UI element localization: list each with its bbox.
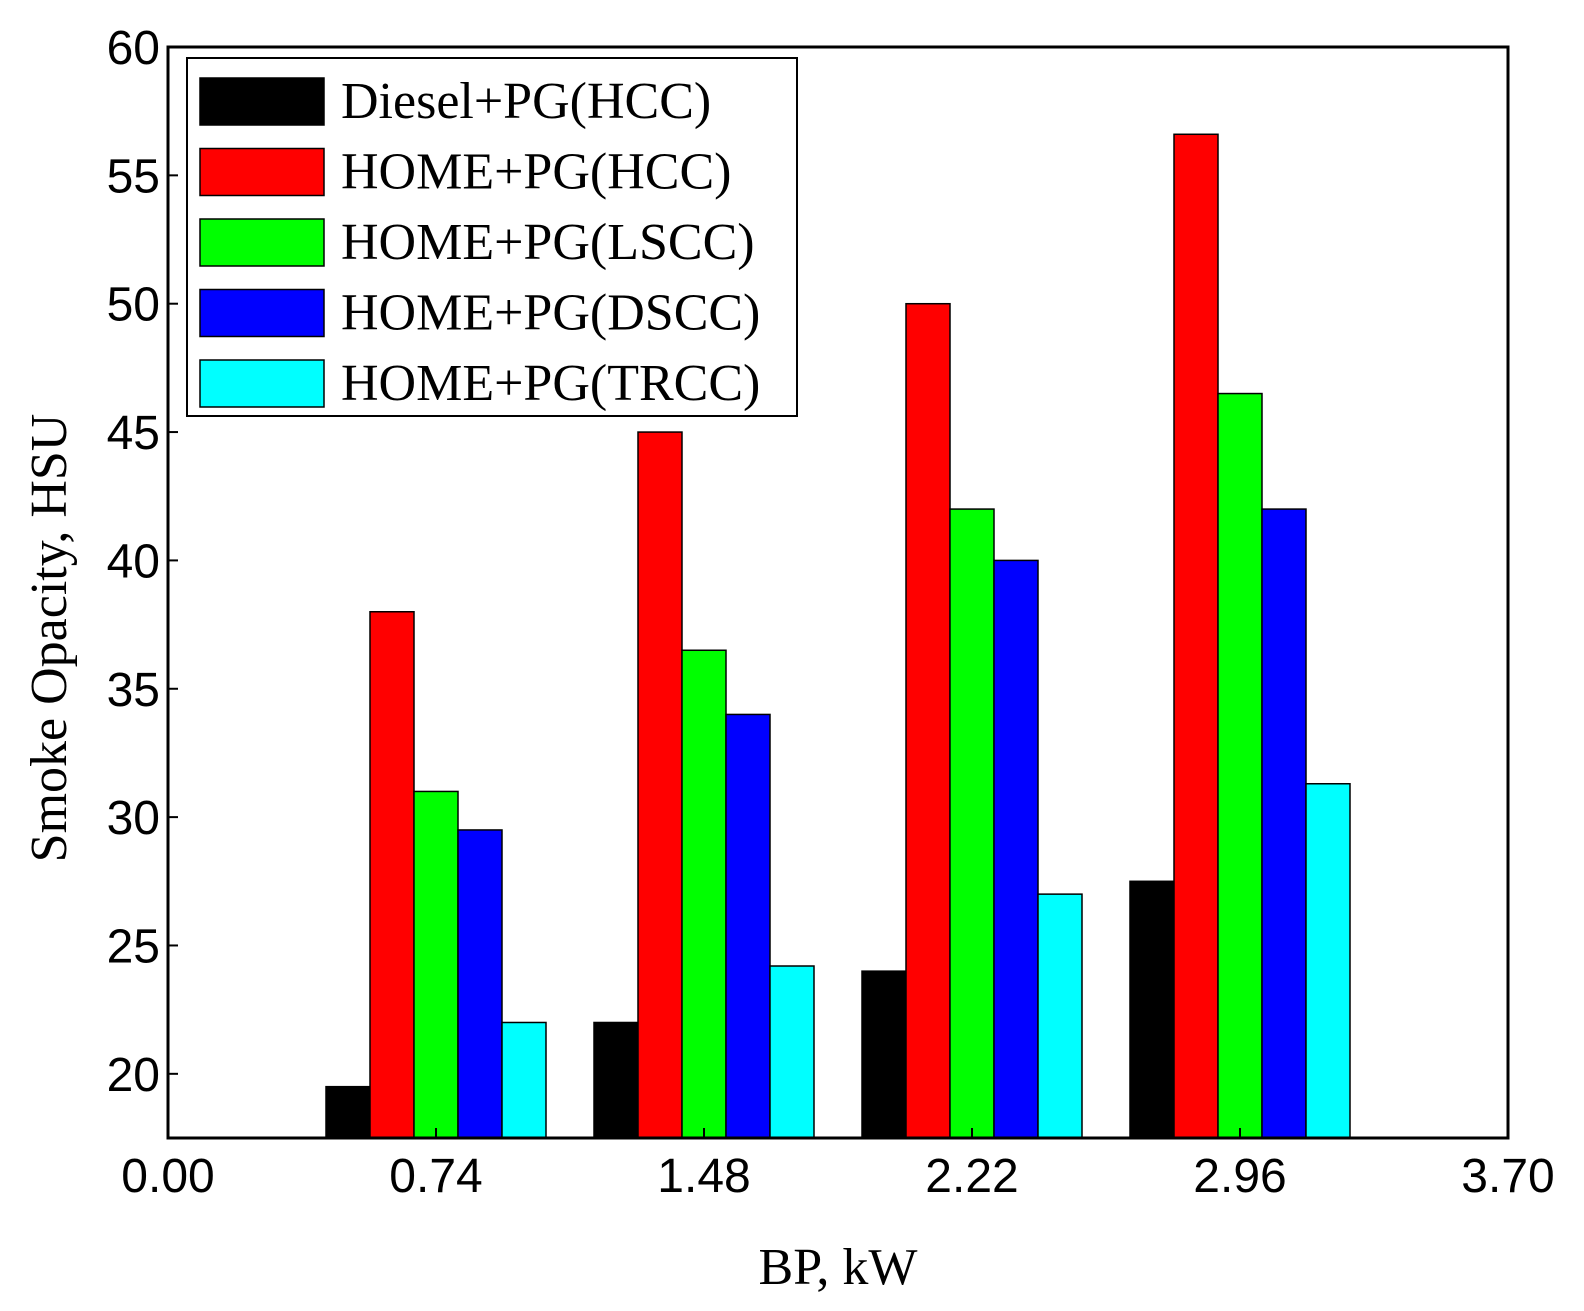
legend-swatch: [199, 147, 325, 197]
bar-series-2-cat-1: [681, 649, 727, 1139]
bar-series-1-cat-1: [637, 431, 683, 1139]
bar-series-0-cat-0: [325, 1085, 371, 1139]
bar-series-1-cat-2: [905, 302, 951, 1139]
y-tick-label: 20: [107, 1049, 160, 1102]
legend-label: Diesel+PG(HCC): [341, 73, 711, 130]
legend-label: HOME+PG(TRCC): [341, 355, 760, 412]
x-axis: 0.00 0.74 1.48 2.22 2.96 3.70: [121, 1128, 1555, 1203]
y-tick-label: 60: [107, 22, 160, 75]
legend-label: HOME+PG(DSCC): [341, 285, 760, 342]
bar-series-4-cat-0: [501, 1021, 547, 1139]
x-tick-label: 0.74: [389, 1150, 482, 1203]
bar-series-1-cat-3: [1173, 133, 1219, 1139]
legend-swatch: [199, 359, 325, 408]
bar-series-1-cat-0: [369, 611, 415, 1139]
legend-label: HOME+PG(HCC): [341, 144, 731, 201]
bar-series-2-cat-2: [949, 508, 995, 1139]
bar-series-4-cat-2: [1037, 893, 1083, 1139]
plot-frame: [166, 45, 1510, 1140]
x-tick-label: 2.22: [925, 1150, 1018, 1203]
bar-series-0-cat-2: [861, 970, 907, 1139]
x-tick-label: 0.00: [121, 1150, 214, 1203]
y-tick-label: 30: [107, 792, 160, 845]
bar-series-0-cat-1: [593, 1021, 639, 1139]
x-tick-label: 1.48: [657, 1150, 750, 1203]
bar-series-2-cat-0: [413, 790, 459, 1139]
legend-entries: Diesel+PG(HCC) HOME+PG(HCC) HOME+PG(LSCC) H…: [199, 73, 760, 412]
bar-series-3-cat-0: [457, 829, 503, 1139]
bar-series-3-cat-3: [1261, 508, 1307, 1139]
x-axis-title: BP, kW: [759, 1239, 918, 1296]
bars-layer: [325, 133, 1351, 1139]
legend-swatch: [199, 218, 325, 267]
y-axis-title: Smoke Opacity, HSU: [21, 414, 78, 863]
bar-series-3-cat-2: [993, 559, 1039, 1139]
x-tick-label: 2.96: [1193, 1150, 1286, 1203]
y-tick-label: 45: [107, 407, 160, 460]
y-tick-label: 50: [107, 279, 160, 332]
legend: Diesel+PG(HCC) HOME+PG(HCC) HOME+PG(LSCC) H…: [186, 57, 798, 417]
legend-label: HOME+PG(LSCC): [341, 214, 755, 271]
y-tick-label: 35: [107, 664, 160, 717]
y-axis: 20 25 30 35 40 45 50 55 60: [107, 22, 178, 1102]
y-tick-label: 25: [107, 920, 160, 973]
legend-swatch: [199, 77, 325, 126]
bar-series-4-cat-3: [1305, 782, 1351, 1139]
y-tick-label: 40: [107, 535, 160, 588]
bar-series-4-cat-1: [769, 965, 815, 1139]
bar-series-3-cat-1: [725, 713, 771, 1139]
y-tick-label: 55: [107, 150, 160, 203]
bar-series-2-cat-3: [1217, 392, 1263, 1139]
legend-swatch: [199, 288, 325, 338]
bar-series-0-cat-3: [1129, 880, 1175, 1139]
x-tick-label: 3.70: [1461, 1150, 1554, 1203]
